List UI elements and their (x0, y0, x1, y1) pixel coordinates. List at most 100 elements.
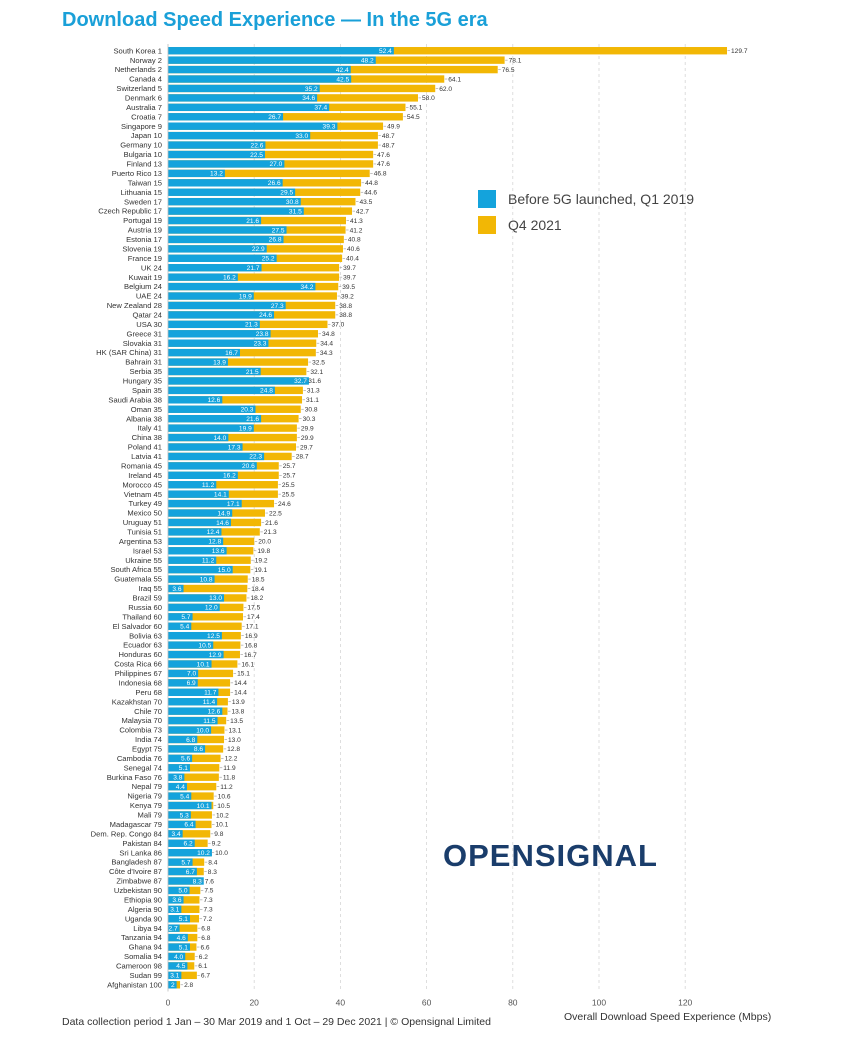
bar-q1-2019 (168, 254, 277, 262)
category-label: France 19 (128, 254, 162, 263)
data-label-q1-2019: 19.9 (239, 293, 252, 300)
category-label: Tunisia 51 (127, 528, 162, 537)
bar-q4-2021 (168, 47, 728, 55)
bar-q1-2019 (168, 150, 265, 159)
data-label-q1-2019: 12.6 (207, 397, 220, 404)
category-label: Bolivia 63 (129, 631, 162, 640)
data-label-q1-2019: 6.8 (186, 737, 195, 744)
data-label-q1-2019: 12.0 (205, 605, 218, 612)
data-label-q4-2021: 17.4 (247, 614, 260, 621)
category-label: South Africa 55 (110, 565, 162, 574)
data-label-q4-2021: 48.7 (382, 142, 395, 149)
bar-q1-2019 (168, 679, 198, 687)
bar-q1-2019 (168, 575, 215, 583)
data-label-q4-2021: 21.6 (265, 520, 278, 527)
bar-q4-2021 (168, 584, 248, 593)
data-label-q1-2019: 4.4 (176, 784, 185, 791)
bar-q4-2021 (168, 679, 231, 687)
bar-q1-2019 (168, 452, 265, 461)
bar-q1-2019 (168, 245, 267, 253)
data-label-q4-2021: 49.9 (387, 123, 400, 130)
x-tick-label: 80 (508, 998, 518, 1008)
data-label-q1-2019: 10.1 (197, 661, 210, 668)
data-label-q1-2019: 6.7 (186, 869, 195, 876)
bar-q4-2021 (168, 924, 198, 932)
bar-q1-2019 (168, 301, 286, 310)
category-label: Guatemala 55 (114, 575, 162, 584)
category-label: Egypt 75 (132, 745, 162, 754)
data-label-q1-2019: 52.4 (379, 48, 392, 55)
bar-q1-2019 (168, 490, 229, 498)
bar-q1-2019 (168, 367, 261, 376)
bar-q4-2021 (168, 396, 303, 404)
data-label-q1-2019: 26.6 (268, 180, 281, 187)
bar-q1-2019 (168, 122, 338, 130)
category-label: Croatia 7 (131, 112, 162, 121)
bar-q1-2019 (168, 848, 212, 857)
data-label-q1-2019: 5.7 (181, 614, 190, 621)
data-label-q4-2021: 34.8 (322, 331, 335, 338)
data-label-q1-2019: 12.8 (208, 539, 221, 546)
data-label-q1-2019: 21.3 (245, 322, 258, 329)
data-label-q1-2019: 24.8 (260, 388, 273, 395)
bar-q1-2019 (168, 273, 238, 281)
bar-q1-2019 (168, 782, 187, 791)
category-label: Chile 70 (134, 707, 162, 716)
data-label-q4-2021: 39.5 (342, 284, 355, 291)
category-label: Mexico 50 (127, 509, 162, 518)
data-label-q4-2021: 8.4 (208, 859, 217, 866)
bar-q4-2021 (168, 273, 340, 281)
bar-q1-2019 (168, 716, 218, 725)
category-label: Belgium 24 (124, 282, 162, 291)
opensignal-logo: OPENSIGNAL (443, 838, 658, 873)
data-label-q1-2019: 2.7 (168, 925, 177, 932)
data-label-q1-2019: 5.1 (179, 916, 188, 923)
x-tick-label: 120 (678, 998, 692, 1008)
data-label-q4-2021: 40.6 (347, 246, 360, 253)
data-label-q1-2019: 10.5 (198, 642, 211, 649)
footer-note: Data collection period 1 Jan – 30 Mar 20… (62, 1016, 491, 1028)
data-label-q4-2021: 43.5 (359, 199, 372, 206)
data-label-q1-2019: 12.4 (207, 529, 220, 536)
category-label: Ukraine 55 (125, 556, 162, 565)
x-axis-label: Overall Download Speed Experience (Mbps) (564, 1011, 772, 1023)
data-label-q4-2021: 14.4 (234, 690, 247, 697)
data-label-q1-2019: 20.3 (241, 407, 254, 414)
category-label: Japan 10 (131, 131, 162, 140)
category-label: China 38 (132, 433, 162, 442)
data-label-q1-2019: 42.5 (336, 76, 349, 83)
data-label-q1-2019: 11.5 (203, 718, 216, 725)
category-label: Lithuania 15 (121, 188, 162, 197)
bar-q1-2019 (168, 943, 190, 951)
category-label: Germany 10 (120, 141, 162, 150)
category-label: Ecuador 63 (123, 641, 162, 650)
data-label-q1-2019: 34.2 (301, 284, 314, 291)
data-label-q1-2019: 42.4 (336, 67, 349, 74)
bar-q1-2019 (168, 414, 262, 423)
category-label: Pakistan 84 (122, 839, 162, 848)
data-label-q4-2021: 18.5 (252, 576, 265, 583)
category-label: Sri Lanka 86 (119, 848, 162, 857)
category-label: Slovakia 31 (123, 339, 162, 348)
data-label-q4-2021: 19.2 (255, 558, 268, 565)
data-label-q4-2021: 6.8 (201, 935, 210, 942)
data-label-q1-2019: 25.2 (262, 256, 275, 263)
category-label: Serbia 35 (129, 367, 162, 376)
legend-label-before: Before 5G launched, Q1 2019 (508, 191, 695, 207)
legend-label-after: Q4 2021 (508, 217, 562, 233)
bar-q1-2019 (168, 594, 225, 602)
data-label-q4-2021: 13.0 (228, 737, 241, 744)
category-label: Indonesia 68 (119, 678, 163, 687)
data-label-q4-2021: 12.8 (227, 746, 240, 753)
data-label-q1-2019: 8.6 (194, 746, 203, 753)
category-label: Netherlands 2 (115, 65, 162, 74)
bar-q1-2019 (168, 735, 198, 744)
data-label-q1-2019: 11.4 (203, 699, 216, 706)
data-label-q1-2019: 24.6 (259, 312, 272, 319)
data-label-q4-2021: 47.6 (377, 152, 390, 159)
data-label-q4-2021: 7.3 (203, 907, 212, 914)
bar-q4-2021 (168, 971, 197, 980)
data-label-q1-2019: 16.7 (225, 350, 238, 357)
bar-q1-2019 (168, 113, 284, 121)
data-label-q4-2021: 10.6 (218, 793, 231, 800)
